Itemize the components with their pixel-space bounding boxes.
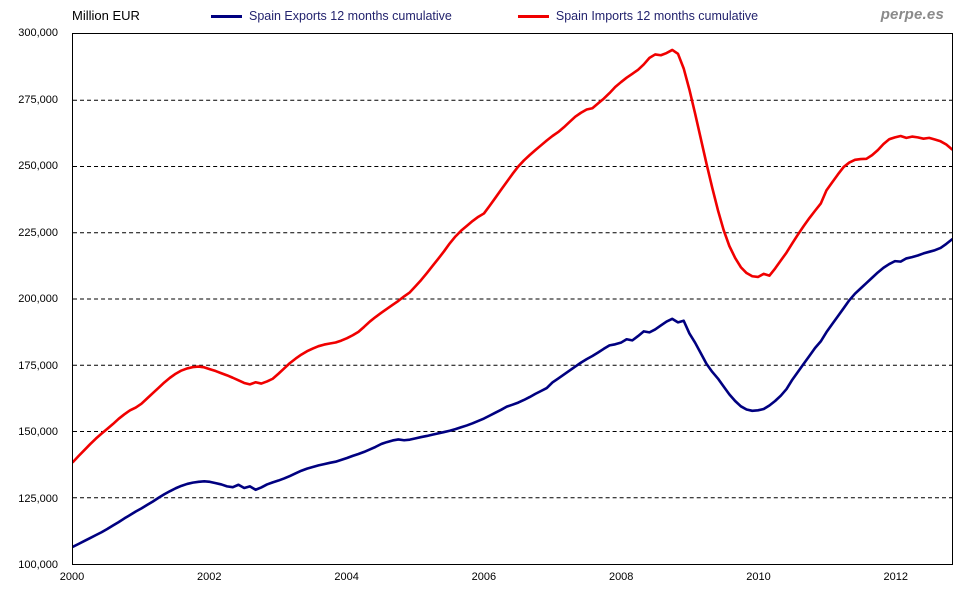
chart-legend: Spain Exports 12 months cumulative Spain…	[210, 9, 759, 23]
imports-line-swatch-icon	[517, 14, 549, 18]
y-tick-label: 100,000	[18, 559, 58, 571]
x-tick-label: 2010	[746, 571, 771, 583]
chart-canvas	[73, 48, 952, 549]
x-tick-label: 2004	[334, 571, 359, 583]
x-tick-label: 2002	[197, 571, 222, 583]
y-tick-label: 125,000	[18, 492, 58, 505]
y-tick-label: 300,000	[18, 27, 58, 39]
y-axis-title: Million EUR	[72, 8, 140, 23]
x-tick-label: 2012	[883, 571, 909, 583]
legend-item-exports: Spain Exports 12 months cumulative	[210, 9, 452, 23]
y-tick-label: 250,000	[18, 160, 58, 172]
plot-area	[72, 33, 953, 565]
x-tick-label: 2008	[608, 571, 634, 583]
x-tick-label: 2006	[471, 571, 497, 583]
y-tick-label: 175,000	[18, 359, 58, 372]
exports-line-swatch-icon	[210, 14, 242, 18]
exports-line	[73, 238, 952, 549]
legend-label-imports: Spain Imports 12 months cumulative	[555, 9, 759, 23]
y-tick-label: 225,000	[18, 226, 58, 239]
imports-line	[73, 48, 952, 464]
x-tick-label: 2000	[59, 571, 85, 583]
legend-item-imports: Spain Imports 12 months cumulative	[517, 9, 759, 23]
y-tick-label: 150,000	[18, 426, 58, 438]
y-axis: 300,000 275,000 250,000 225,000 200,000 175,0…	[0, 27, 64, 571]
watermark: perpe.es	[880, 6, 944, 23]
x-axis: 2000 2002 2004 2006 2008 2010 2012	[60, 571, 953, 587]
y-tick-label: 275,000	[18, 93, 58, 106]
legend-label-exports: Spain Exports 12 months cumulative	[248, 9, 452, 23]
y-tick-label: 200,000	[18, 293, 58, 305]
